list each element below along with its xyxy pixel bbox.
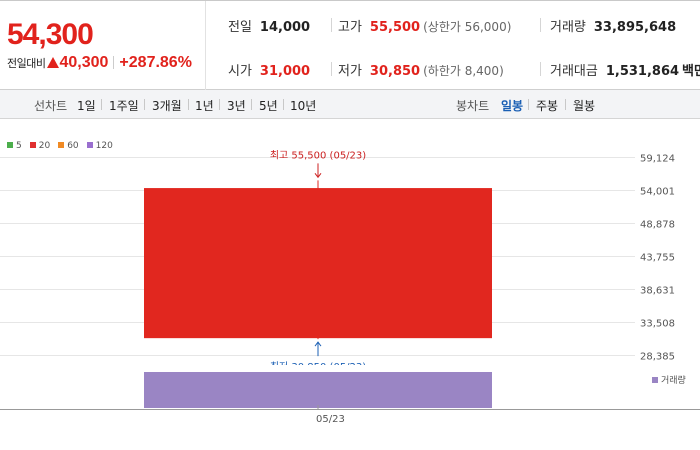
legend-label: 120 (95, 141, 113, 151)
amount-stat: 거래대금 1,531,864 백만 (550, 60, 700, 79)
y-tick-label: 59,124 (640, 154, 675, 165)
open-label: 시가 (228, 64, 252, 79)
lower-limit: (하한가 8,400) (423, 64, 504, 78)
divider (101, 99, 102, 110)
divider (113, 56, 115, 69)
change-percent: +287.86% (119, 54, 192, 71)
line-chart-label: 선차트 (34, 99, 68, 113)
legend-item-ma60: 60 (58, 141, 79, 151)
high-annotation: 최고 55,500 (05/23) (270, 150, 366, 161)
low-label: 저가 (338, 64, 362, 79)
open-stat: 시가 31,000 (228, 60, 310, 79)
daily-candle-button[interactable]: 일봉 (501, 99, 524, 113)
price-box: 54,300 전일대비 40,300 +287.86% (0, 1, 206, 90)
y-tick-label: 48,878 (640, 220, 675, 231)
legend-swatch (7, 142, 13, 148)
period-10y-button[interactable]: 10년 (290, 99, 317, 113)
amount-value: 1,531,864 (605, 64, 680, 79)
divider (144, 99, 145, 110)
divider (528, 99, 529, 110)
high-value: 55,500 (369, 20, 421, 35)
divider (188, 99, 189, 110)
amount-unit: 백만 (682, 64, 700, 79)
upper-limit: (상한가 56,000) (423, 20, 512, 34)
candle-chart-label: 봉차트 (456, 99, 490, 113)
low-annotation: 최저 30,850 (05/23) (270, 361, 366, 365)
current-price: 54,300 (7, 18, 94, 51)
x-axis-date-label: 05/23 (316, 414, 345, 425)
volume-stat: 거래량 33,895,648 (550, 16, 676, 35)
high-stat: 고가 55,500 (상한가 56,000) (338, 16, 511, 35)
divider (219, 99, 220, 110)
y-tick-label: 38,631 (640, 286, 675, 297)
period-3m-button[interactable]: 3개월 (152, 99, 182, 113)
amount-label: 거래대금 (550, 64, 598, 79)
volume-bar (144, 372, 492, 408)
legend-swatch (29, 142, 36, 148)
volume-chart (0, 372, 700, 410)
period-3y-button[interactable]: 3년 (227, 99, 246, 113)
divider (251, 99, 252, 110)
candle-body (144, 188, 492, 339)
divider (540, 18, 541, 32)
legend-item-ma5: 5 (7, 141, 22, 151)
y-tick-label: 54,001 (640, 187, 675, 198)
low-arrow-icon (314, 341, 322, 347)
y-tick-label: 43,755 (640, 253, 675, 264)
period-1y-button[interactable]: 1년 (195, 99, 214, 113)
legend-swatch (58, 142, 65, 148)
volume-legend: 거래량 (652, 373, 686, 386)
low-stat: 저가 30,850 (하한가 8,400) (338, 60, 504, 79)
low-value: 30,850 (369, 64, 421, 79)
change-label: 전일대비 (7, 57, 46, 70)
period-5y-button[interactable]: 5년 (259, 99, 278, 113)
monthly-candle-button[interactable]: 월봉 (573, 99, 596, 113)
period-1d-button[interactable]: 1일 (77, 99, 96, 113)
legend-item-ma20: 20 (29, 141, 51, 151)
legend-item-ma120: 120 (86, 141, 113, 151)
y-tick-label: 28,385 (640, 352, 675, 363)
weekly-candle-button[interactable]: 주봉 (536, 99, 559, 113)
volume-label: 거래량 (550, 20, 586, 35)
moving-average-legend: 5 20 60 120 (7, 141, 121, 151)
divider (283, 99, 284, 110)
volume-legend-swatch (652, 377, 658, 383)
open-value: 31,000 (259, 64, 311, 79)
legend-label: 5 (16, 141, 22, 151)
legend-swatch (86, 142, 93, 148)
high-arrow-icon (314, 173, 322, 179)
change-row: 전일대비 40,300 +287.86% (7, 54, 192, 72)
volume-legend-label: 거래량 (661, 376, 686, 386)
divider (540, 62, 541, 76)
prev-close-value: 14,000 (259, 20, 311, 35)
prev-close-stat: 전일 14,000 (228, 16, 310, 35)
chart-toolbar: 선차트 1일 1주일 3개월 1년 3년 5년 10년 봉차트 일봉 주봉 월봉 (0, 90, 700, 119)
change-value: 40,300 (59, 54, 109, 71)
divider (331, 18, 332, 32)
divider (331, 62, 332, 76)
volume-value: 33,895,648 (593, 20, 677, 35)
legend-label: 20 (38, 141, 51, 151)
period-1w-button[interactable]: 1주일 (109, 99, 139, 113)
up-triangle-icon (47, 57, 60, 68)
stock-summary-panel: 54,300 전일대비 40,300 +287.86% 전일 14,000 고가 55,… (0, 0, 700, 90)
y-tick-label: 33,508 (640, 319, 675, 330)
divider (565, 99, 566, 110)
high-label: 고가 (338, 20, 362, 35)
legend-label: 60 (67, 141, 79, 151)
prev-close-label: 전일 (228, 20, 252, 35)
price-chart: 59,124 54,001 48,878 43,755 38,631 33,508 28,3… (0, 150, 675, 365)
